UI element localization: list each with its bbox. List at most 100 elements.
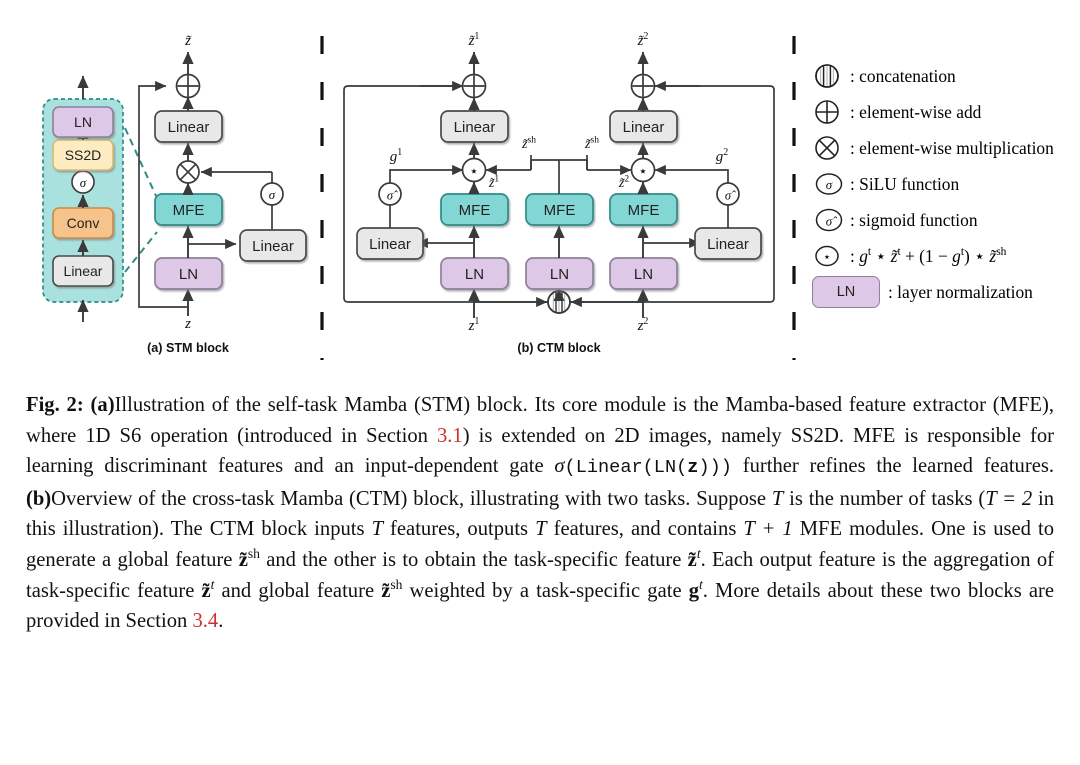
caption-part-a-tag: (a) [90, 394, 115, 416]
stm-stack-linear-label: Linear [64, 263, 103, 279]
ctm-mfe-label-2: MFE [544, 202, 576, 219]
stm-stack-conv-label: Conv [67, 215, 100, 231]
ctm-sigmoid-icon-2: σ̂ [716, 182, 740, 206]
caption-figure-number: Fig. 2: [26, 394, 84, 416]
ctm-gate-linear-box-2: Linear [694, 227, 762, 260]
caption-part-b-text-12: . [218, 610, 224, 633]
ctm-panel-label: (b) CTM block [517, 341, 601, 355]
figure-caption: Fig. 2: (a)Illustration of the self-task… [26, 390, 1054, 637]
stm-stack-ln-box: LN [52, 106, 114, 138]
svg-text:σ: σ [826, 177, 833, 192]
concat-icon [812, 61, 850, 91]
ctm-top-linear-label-2: Linear [623, 119, 665, 136]
caption-part-b-text-7: and the other is to obtain the task-spec… [259, 548, 688, 571]
stm-ln-label: LN [179, 266, 198, 283]
ctm-task-label-1: z̃1 [488, 175, 499, 192]
ctm-mfe-box-1: MFE [440, 193, 509, 226]
stm-stack-ln-label: LN [74, 114, 92, 130]
stm-panel-label: (a) STM block [147, 341, 230, 355]
plus-circle-icon [812, 97, 850, 127]
legend-row-silu: σ : SiLU function [812, 166, 1062, 202]
ctm-ln-box-2: LN [525, 257, 594, 290]
caption-z-sh-2: z̃sh [381, 576, 403, 602]
caption-z-t-1: z̃t [687, 546, 701, 571]
ctm-star-glyph-1: ⋆ [469, 164, 478, 180]
caption-part-b-text-6: MFE modules. One is used to generate a g… [26, 518, 1054, 571]
ctm-star-glyph-2: ⋆ [638, 164, 647, 180]
caption-part-b-text-8: . Each output feature is the aggregation… [26, 548, 1054, 602]
ctm-output-2-label: z̃2 [637, 31, 649, 49]
legend-label-add: : element-wise add [850, 101, 982, 122]
caption-z-t-2: z̃t [201, 576, 215, 602]
ctm-concat-icon [547, 290, 571, 314]
stm-add-icon [175, 73, 201, 99]
ctm-ln-label-2: LN [550, 266, 569, 283]
ctm-sigmoid-glyph-2: σ̂ [725, 189, 736, 203]
ln-chip-icon: LN [812, 276, 888, 308]
caption-part-a-text-2: ) is extended on 2D images, namely SS2D.… [26, 424, 1055, 478]
caption-T-eq: T = 2 [985, 487, 1033, 510]
ctm-ln-label-3: LN [634, 266, 653, 283]
legend-star-prefix: : [850, 245, 860, 266]
stm-top-linear-box: Linear [154, 110, 223, 143]
legend-label-multiplication: : element-wise multiplication [850, 137, 1054, 158]
stm-top-linear-label: Linear [168, 119, 210, 136]
stm-panel: Linear Conv σ SS2D [42, 33, 307, 355]
legend-label-layernorm: : layer normalization [888, 281, 1033, 302]
ctm-skip-left [343, 85, 558, 303]
caption-T-3: T [535, 518, 547, 541]
ctm-ln-label-1: LN [465, 266, 484, 283]
caption-part-b-text-2: is the number of tasks ( [783, 487, 986, 510]
caption-part-a-text-1: Illustration of the self-task Mamba (STM… [26, 394, 1054, 447]
stm-ln-box: LN [154, 257, 223, 290]
legend-row-star: ⋆ : gt ⋆ z̃t + (1 − gt) ⋆ z̃sh [812, 238, 1062, 274]
stm-gate-linear-label: Linear [252, 238, 294, 255]
ctm-shared-label-2: z̃sh [584, 136, 599, 153]
legend-row-add: : element-wise add [812, 94, 1062, 130]
legend-label-sigmoid: : sigmoid function [850, 209, 978, 230]
sigma-circle-icon: σ [812, 171, 850, 197]
stm-stack-ss2d-box: SS2D [52, 139, 114, 171]
caption-section-ref-1[interactable]: 3.1 [436, 424, 463, 447]
ctm-add-icon-2 [630, 73, 656, 99]
ctm-gate-path-1 [389, 164, 464, 183]
ctm-input-2-label: z2 [637, 316, 649, 334]
caption-part-b-text-11: . More details about these two blocks ar… [26, 579, 1054, 633]
ctm-top-linear-box-1: Linear [440, 110, 509, 143]
stm-zoom-connector [124, 127, 158, 273]
caption-part-b-text-10: weighted by a task-specific gate [402, 579, 689, 602]
ctm-gate-label-2: g2 [716, 147, 729, 165]
ctm-top-linear-label-1: Linear [454, 119, 496, 136]
ctm-ln-box-1: LN [440, 257, 509, 290]
ctm-top-linear-box-2: Linear [609, 110, 678, 143]
ctm-gate-linear-box-1: Linear [356, 227, 424, 260]
ctm-shared-label-1: z̃sh [521, 136, 536, 153]
stm-mfe-label: MFE [173, 202, 205, 219]
star-circle-icon: ⋆ [812, 242, 850, 270]
caption-part-b-text-4: features, outputs [383, 518, 536, 541]
caption-z-sh-1: z̃sh [238, 546, 260, 571]
times-circle-icon [812, 133, 850, 163]
ctm-shared-splitter [530, 159, 588, 170]
stm-input-label: z [184, 316, 191, 332]
caption-part-b-text-9: and global feature [214, 579, 382, 602]
ln-chip-label: LN [812, 276, 880, 308]
caption-section-ref-2[interactable]: 3.4 [192, 610, 219, 633]
ctm-star-icon-2: ⋆ [630, 157, 656, 183]
stm-sigma-glyph: σ [269, 187, 276, 202]
caption-T-1: T [771, 487, 784, 510]
caption-T-2: T [371, 518, 384, 541]
stm-skip-connection [138, 80, 188, 308]
sigmoid-circle-icon: σ̂ [812, 206, 850, 234]
stm-stack-linear-box: Linear [52, 255, 114, 287]
caption-g-t: gt [688, 576, 703, 602]
legend-label-silu: : SiLU function [850, 173, 960, 194]
figure-diagram: Linear Conv σ SS2D [0, 0, 1080, 378]
stm-output-label: z̃ [184, 33, 191, 49]
ctm-skip-right [560, 85, 775, 303]
legend-label-star-formula: : gt ⋆ z̃t + (1 − gt) ⋆ z̃sh [850, 245, 1007, 266]
caption-part-b-tag: (b) [26, 487, 52, 510]
caption-part-b-text-5: features, and contains [546, 518, 744, 541]
ctm-sigmoid-glyph-1: σ̂ [387, 189, 398, 203]
stm-stack-conv-box: Conv [52, 207, 114, 239]
